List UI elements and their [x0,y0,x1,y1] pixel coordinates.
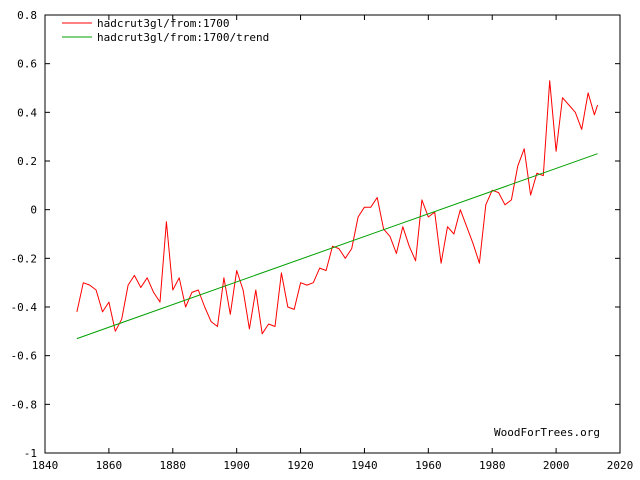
y-tick-label: 0.6 [17,58,37,71]
y-tick-label: -0.8 [11,398,38,411]
x-tick-label: 1920 [287,459,314,472]
y-tick-label: 0.8 [17,9,37,22]
credit-text: WoodForTrees.org [494,426,600,439]
plot-frame [44,14,621,454]
x-tick-label: 1960 [415,459,442,472]
x-tick-label: 2000 [543,459,570,472]
x-tick-label: 1860 [96,459,123,472]
y-tick-label: 0.2 [17,155,37,168]
series-line-trend [76,153,598,340]
y-tick-label: -0.4 [11,301,38,314]
x-tick-label: 1940 [351,459,378,472]
x-tick-label: 1900 [223,459,250,472]
legend-label-trend: hadcrut3gl/from:1700/trend [97,31,269,44]
y-tick-label: -0.6 [11,350,38,363]
x-tick-label: 2020 [607,459,634,472]
y-tick-label: -1 [24,447,37,460]
y-tick-label: 0 [30,204,37,217]
x-tick-label: 1980 [479,459,506,472]
x-tick-label: 1880 [160,459,187,472]
series-layer [76,80,599,340]
y-tick-label: 0.4 [17,106,37,119]
x-tick-label: 1840 [32,459,59,472]
series-line-observed [76,80,599,335]
y-tick-label: -0.2 [11,252,38,265]
legend-label-observed: hadcrut3gl/from:1700 [97,17,229,30]
x-axis: 1840 1860 1880 1900 1920 1940 1960 1980 2000 2020 [32,15,634,472]
legend: hadcrut3gl/from:1700 hadcrut3gl/from:170… [62,17,269,44]
y-axis: -1 -0.8 -0.6 -0.4 -0.2 0 0.2 0.4 0.6 0.8 [11,9,620,460]
